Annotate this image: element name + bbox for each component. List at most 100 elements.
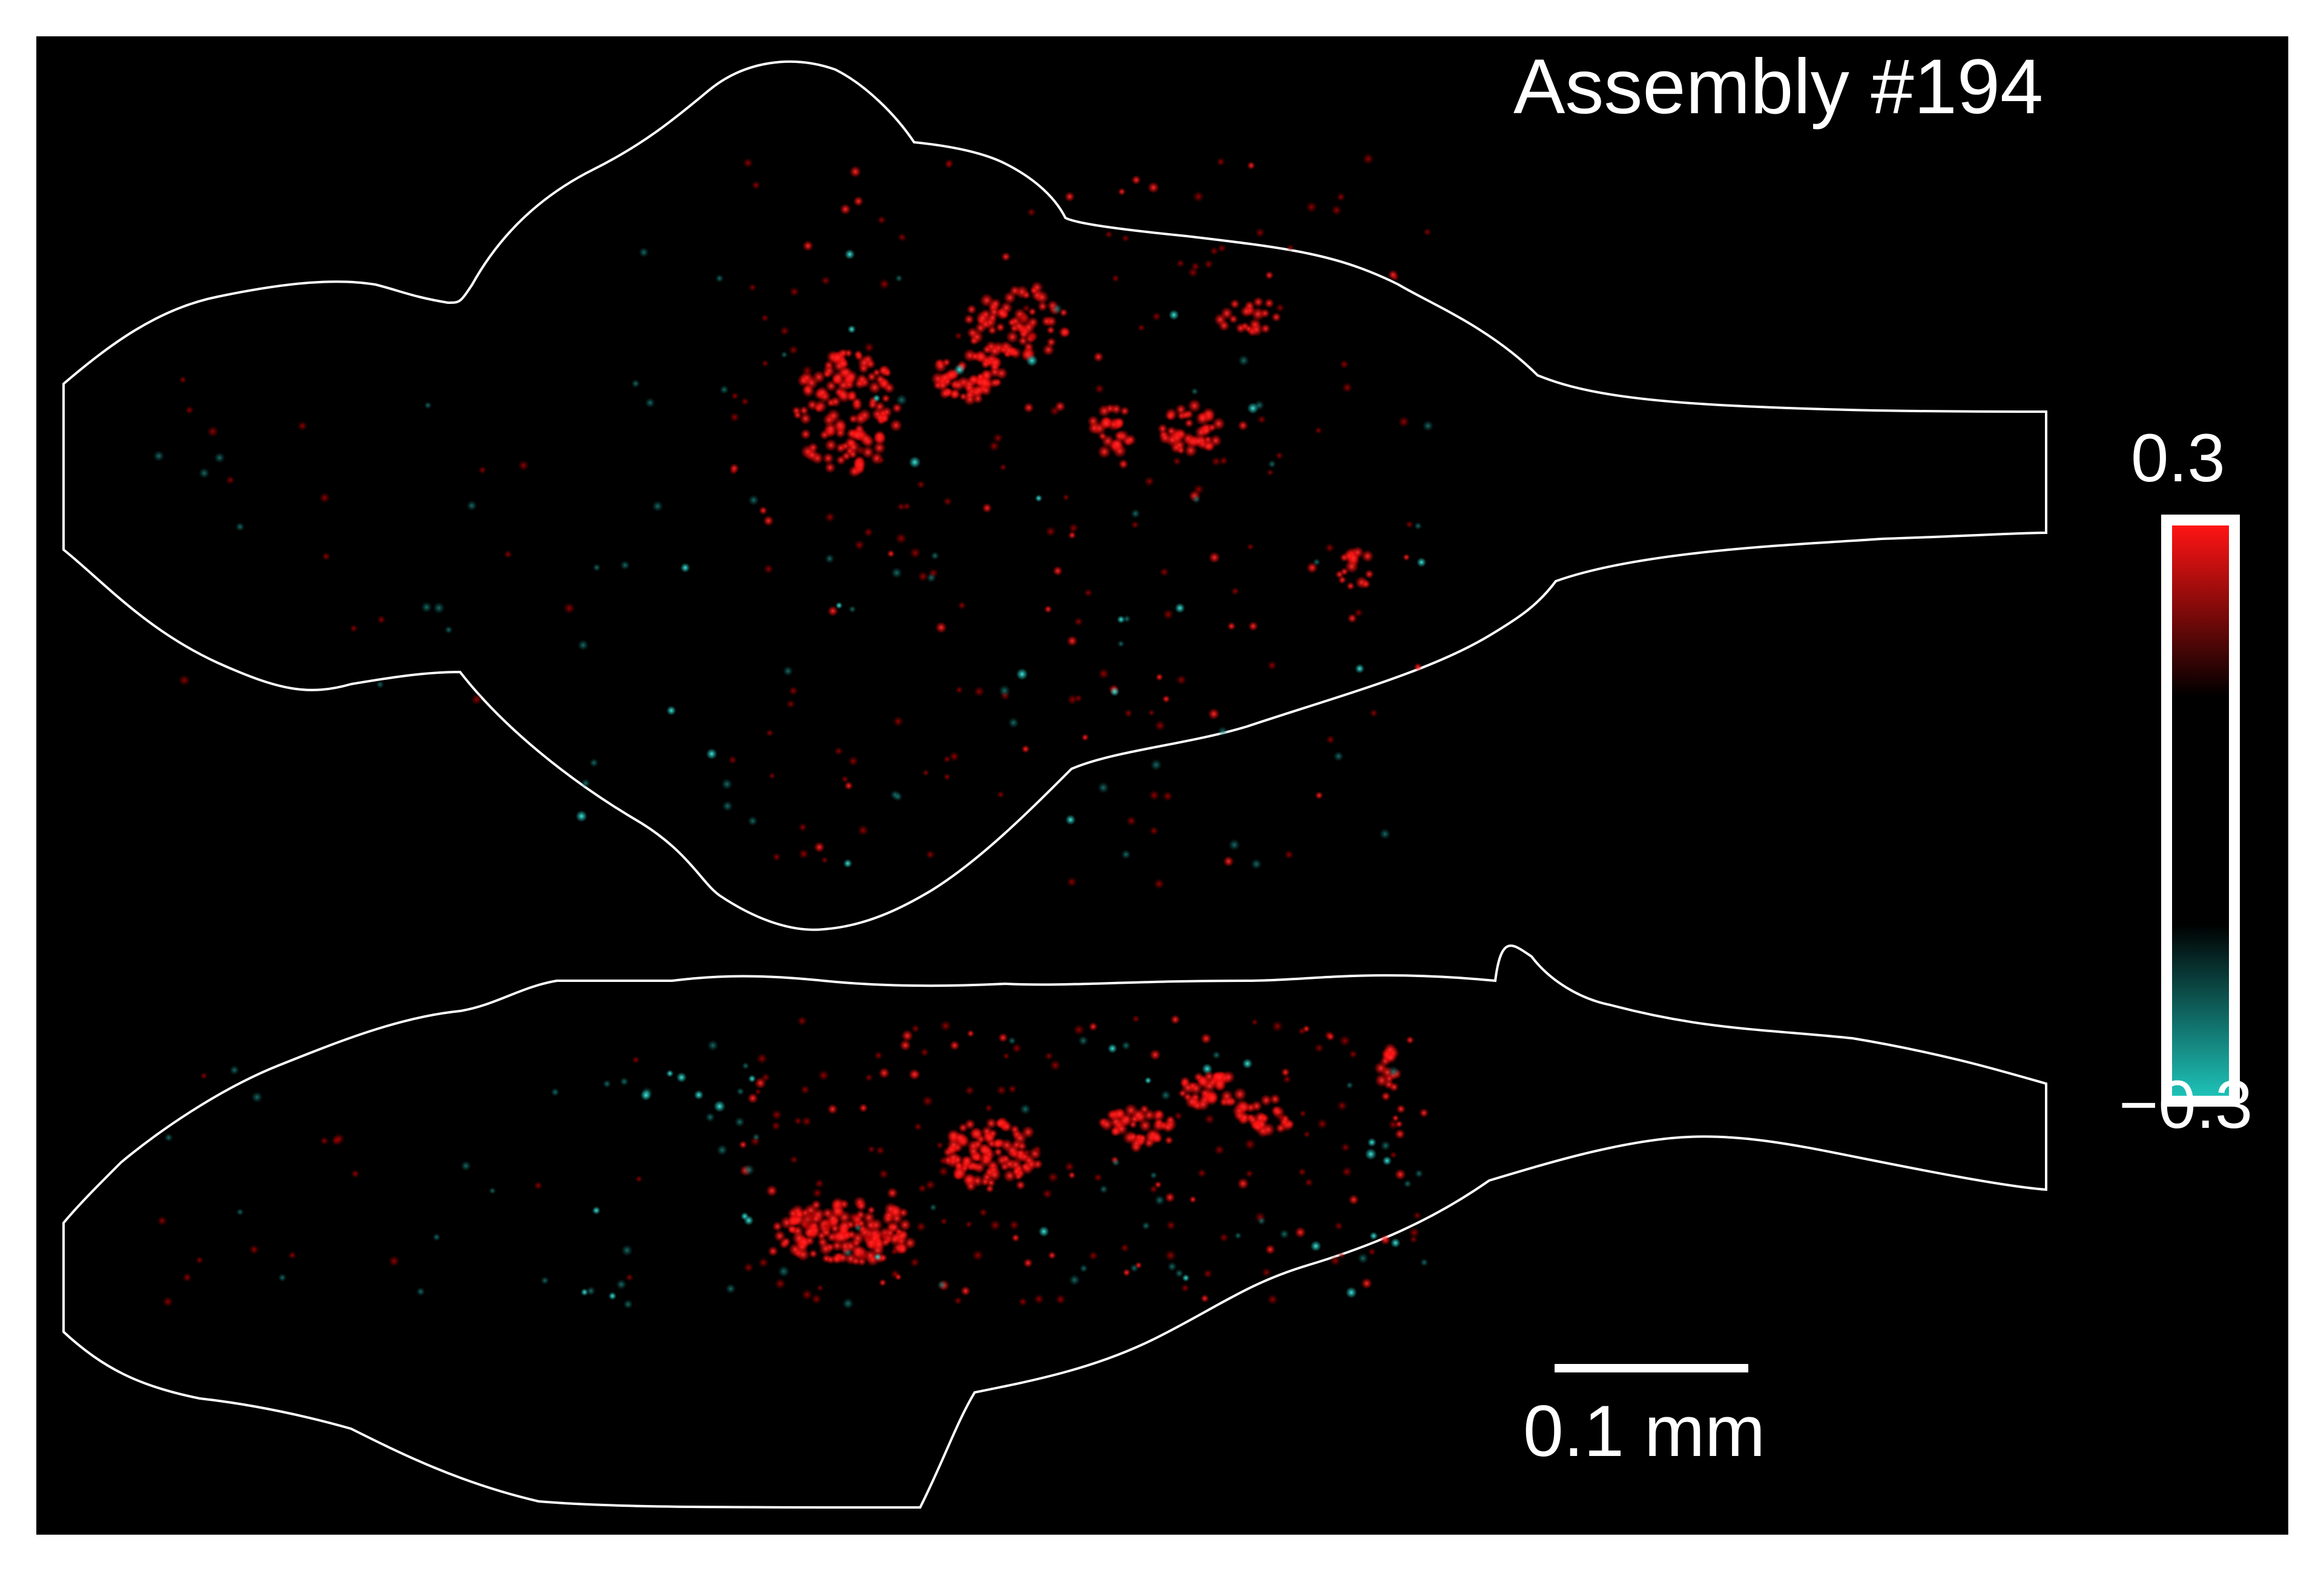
neuron-point xyxy=(1341,382,1352,393)
neuron-point xyxy=(1118,188,1126,196)
neuron-point xyxy=(843,859,852,868)
neuron-point xyxy=(608,1292,617,1300)
neuron-point xyxy=(162,1296,173,1307)
neuron-point xyxy=(898,232,907,242)
neuron-point xyxy=(1154,1118,1164,1127)
neuron-point xyxy=(1130,1115,1139,1124)
neuron-point xyxy=(620,560,630,570)
neuron-point xyxy=(714,1101,726,1113)
neuron-point xyxy=(789,287,800,297)
neuron-point xyxy=(802,1116,812,1127)
neuron-point xyxy=(853,196,863,206)
neuron-point xyxy=(164,1133,173,1142)
neuron-point xyxy=(1079,1264,1088,1273)
neuron-point xyxy=(856,374,867,385)
neuron-point xyxy=(1341,1166,1352,1177)
neuron-point xyxy=(891,567,903,579)
neuron-point xyxy=(1098,668,1109,679)
neuron-point xyxy=(1242,1058,1253,1069)
neuron-point xyxy=(970,352,980,361)
neuron-point xyxy=(351,1169,360,1178)
neuron-point xyxy=(967,1030,975,1038)
neuron-point xyxy=(916,1222,927,1233)
neuron-point xyxy=(867,372,877,382)
neuron-point xyxy=(1175,603,1185,613)
neuron-point xyxy=(1257,415,1266,424)
neuron-point xyxy=(1368,1248,1377,1256)
neuron-point xyxy=(834,1230,849,1245)
neuron-point xyxy=(911,1024,920,1033)
neuron-point xyxy=(1045,526,1056,537)
neuron-point xyxy=(182,1273,192,1282)
neuron-point xyxy=(922,1095,934,1107)
neuron-point xyxy=(1058,326,1070,338)
neuron-point xyxy=(758,1257,769,1268)
neuron-point xyxy=(1047,1171,1059,1183)
neuron-point xyxy=(809,1250,818,1259)
neuron-point xyxy=(989,441,1000,452)
neuron-point xyxy=(978,377,992,390)
neuron-point xyxy=(581,779,590,788)
neuron-point xyxy=(1002,1052,1010,1059)
neuron-point xyxy=(909,1069,920,1080)
neuron-point xyxy=(1145,1077,1152,1084)
neuron-point xyxy=(1361,1278,1372,1289)
neuron-point xyxy=(1284,850,1294,860)
neuron-point xyxy=(1331,205,1342,216)
neuron-point xyxy=(1231,587,1240,596)
neuron-point xyxy=(1045,1052,1053,1060)
neuron-point xyxy=(1093,1173,1102,1182)
neuron-point xyxy=(1223,856,1234,867)
neuron-point xyxy=(1176,674,1187,685)
neuron-point xyxy=(1084,588,1093,598)
figure-title: Assembly #194 xyxy=(1513,42,2043,131)
neuron-point xyxy=(862,1231,874,1243)
neuron-point xyxy=(725,1283,736,1294)
neuron-point xyxy=(835,602,843,609)
neuron-point xyxy=(297,421,308,431)
neuron-point xyxy=(999,463,1007,471)
neuron-point xyxy=(759,506,768,515)
neuron-point xyxy=(926,850,935,860)
neuron-point xyxy=(1149,826,1159,835)
neuron-point xyxy=(1415,1169,1424,1178)
brain-figure xyxy=(36,36,2288,1535)
neuron-point xyxy=(943,497,953,507)
neuron-point xyxy=(1237,1177,1249,1190)
neuron-point xyxy=(320,1136,329,1145)
neuron-point xyxy=(1264,298,1274,308)
neuron-point xyxy=(1008,1084,1018,1094)
neuron-point xyxy=(743,1164,755,1176)
neuron-point xyxy=(590,758,599,767)
neuron-point xyxy=(1357,1253,1368,1263)
neuron-point xyxy=(893,792,903,802)
neuron-point xyxy=(249,1245,259,1255)
neuron-point xyxy=(1137,324,1145,332)
neuron-point xyxy=(1150,1130,1163,1143)
neuron-point xyxy=(922,769,929,776)
neuron-point xyxy=(825,512,835,522)
neuron-point xyxy=(722,800,733,811)
neuron-point xyxy=(729,412,740,423)
neuron-point xyxy=(1239,1101,1250,1113)
neuron-point xyxy=(214,452,225,463)
neuron-point xyxy=(1406,1036,1414,1044)
neuron-point xyxy=(814,841,825,852)
neuron-point xyxy=(1314,1043,1324,1053)
neuron-point xyxy=(1348,552,1360,564)
neuron-point xyxy=(1088,421,1101,435)
neuron-point xyxy=(1181,410,1190,420)
neuron-point xyxy=(1266,469,1274,476)
neuron-point xyxy=(811,1200,822,1211)
neuron-point xyxy=(938,1166,949,1177)
neuron-point xyxy=(881,394,890,403)
neuron-point xyxy=(1016,1180,1026,1190)
neuron-point xyxy=(1068,1171,1076,1179)
neuron-point xyxy=(1098,432,1107,441)
neuron-point xyxy=(471,694,482,705)
neuron-point xyxy=(236,1208,243,1216)
neuron-point xyxy=(839,1220,851,1232)
neuron-point xyxy=(986,1118,997,1129)
neuron-point xyxy=(1380,828,1391,839)
neuron-point xyxy=(1354,608,1364,618)
